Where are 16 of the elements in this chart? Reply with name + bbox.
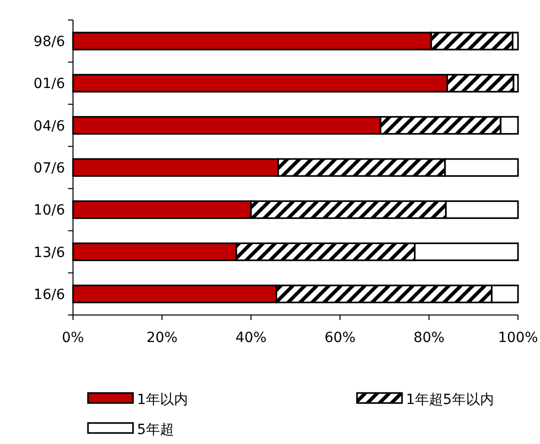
x-tick-label: 40% — [235, 330, 267, 346]
y-tick-label: 10/6 — [34, 202, 66, 219]
legend-label: 1年超5年以内 — [406, 392, 494, 408]
y-tick-label: 16/6 — [34, 286, 66, 303]
x-tick-label: 20% — [146, 330, 178, 346]
y-tick-label: 04/6 — [34, 118, 66, 134]
y-tick-label: 98/6 — [34, 34, 66, 50]
x-tick-label: 60% — [324, 330, 356, 346]
x-tick-label: 0% — [62, 330, 84, 346]
legend-label: 5年超 — [137, 422, 174, 438]
y-tick-label: 07/6 — [34, 160, 66, 176]
x-tick-label: 100% — [498, 330, 538, 346]
y-tick-label: 13/6 — [34, 244, 66, 261]
y-tick-label: 01/6 — [34, 76, 66, 92]
x-tick-label: 80% — [413, 330, 445, 346]
legend-label: 1年以内 — [137, 392, 188, 408]
